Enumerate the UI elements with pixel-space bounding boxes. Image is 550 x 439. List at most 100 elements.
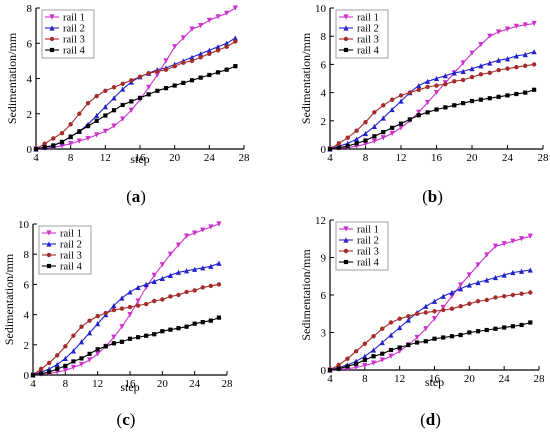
data-point-rail-3: [111, 307, 117, 313]
data-point-rail-3: [452, 79, 457, 84]
data-point-rail-4: [144, 333, 149, 338]
data-point-rail-4: [77, 129, 82, 134]
data-point-rail-4: [216, 315, 222, 320]
data-point-rail-2: [398, 98, 404, 104]
data-point-rail-3: [176, 292, 181, 298]
panel-label: (c): [117, 410, 136, 429]
data-point-rail-2: [78, 339, 85, 345]
data-point-rail-3: [475, 299, 481, 304]
y-axis-label: Sedimentation/mm: [299, 249, 313, 341]
data-point-rail-4: [397, 345, 402, 350]
data-point-rail-4: [120, 102, 125, 108]
data-point-rail-3: [127, 304, 133, 310]
x-tick-label: 8: [363, 152, 369, 164]
data-point-rail-1: [111, 334, 117, 340]
data-point-rail-4: [345, 144, 350, 149]
legend-marker: [49, 25, 55, 31]
data-point-rail-4: [51, 143, 56, 148]
data-point-rail-3: [416, 87, 421, 92]
data-point-rail-1: [510, 238, 516, 244]
data-point-rail-1: [440, 304, 446, 311]
data-point-rail-4: [336, 145, 341, 150]
data-point-rail-1: [78, 361, 85, 368]
data-point-rail-4: [111, 108, 117, 113]
data-point-rail-1: [487, 33, 493, 39]
data-point-rail-4: [441, 335, 446, 340]
data-point-rail-4: [127, 336, 133, 341]
data-point-rail-3: [371, 334, 376, 339]
data-point-rail-3: [79, 324, 84, 329]
data-point-rail-4: [432, 336, 437, 341]
x-tick-label: 24: [204, 152, 216, 164]
data-point-rail-3: [85, 100, 91, 106]
data-point-rail-3: [137, 74, 143, 79]
data-point-rail-1: [68, 141, 74, 147]
data-point-rail-2: [458, 286, 464, 292]
data-point-rail-2: [431, 298, 438, 304]
data-point-rail-1: [62, 367, 68, 374]
data-point-rail-3: [215, 48, 221, 53]
data-point-rail-3: [354, 128, 359, 133]
x-tick-label: 12: [394, 373, 405, 385]
data-point-rail-1: [389, 130, 395, 137]
data-point-rail-2: [167, 272, 174, 278]
data-point-rail-4: [514, 91, 519, 97]
x-axis-label: step: [130, 152, 149, 166]
data-point-rail-4: [443, 105, 448, 110]
data-point-rail-4: [414, 340, 420, 345]
x-tick-label: 28: [222, 378, 234, 390]
data-point-rail-1: [135, 298, 141, 304]
legend-label: rail 1: [357, 13, 379, 24]
data-point-rail-3: [505, 66, 510, 71]
data-point-rail-3: [143, 301, 149, 307]
data-point-rail-4: [233, 64, 238, 69]
y-tick-label: 6: [321, 290, 327, 302]
data-point-rail-4: [478, 97, 483, 102]
data-point-rail-2: [397, 324, 403, 331]
data-point-rail-4: [345, 364, 350, 369]
x-tick-label: 12: [100, 152, 111, 164]
data-point-rail-3: [528, 290, 533, 295]
data-point-rail-2: [189, 54, 195, 60]
data-point-rail-4: [416, 113, 421, 118]
data-point-rail-2: [504, 56, 511, 62]
data-point-rail-3: [510, 292, 516, 298]
data-point-rail-2: [487, 60, 493, 66]
data-point-rail-1: [95, 351, 101, 357]
data-point-rail-1: [208, 224, 214, 230]
data-point-rail-2: [449, 289, 455, 296]
x-tick-label: 16: [135, 152, 147, 164]
data-point-rail-2: [127, 289, 133, 295]
data-point-rail-2: [208, 263, 214, 269]
data-point-rail-2: [135, 284, 141, 291]
y-tick-label: 9: [321, 253, 327, 265]
data-point-rail-4: [192, 321, 197, 326]
data-point-rail-3: [155, 69, 160, 74]
data-point-rail-2: [111, 302, 117, 309]
series-line-rail-2: [32, 262, 220, 376]
x-tick-label: 24: [502, 152, 514, 164]
legend-marker: [49, 47, 55, 53]
data-point-rail-4: [510, 324, 515, 329]
y-tick-label: 6: [321, 59, 327, 71]
data-point-rail-1: [232, 5, 238, 11]
data-point-rail-3: [434, 83, 439, 88]
data-point-rail-4: [532, 87, 537, 92]
x-tick-label: 4: [327, 373, 333, 385]
data-point-rail-1: [76, 138, 82, 144]
data-point-rail-3: [135, 303, 141, 308]
data-point-rail-3: [336, 362, 341, 368]
data-point-rail-3: [172, 63, 177, 69]
data-point-rail-4: [496, 94, 501, 99]
data-point-rail-2: [379, 339, 385, 346]
y-tick-label: 6: [27, 38, 33, 50]
data-point-rail-4: [224, 67, 229, 72]
legend-label: rail 3: [60, 251, 82, 262]
data-point-rail-1: [85, 135, 91, 142]
data-point-rail-2: [192, 266, 198, 272]
data-point-rail-2: [216, 260, 222, 266]
data-point-rail-1: [120, 116, 126, 122]
data-point-rail-2: [119, 295, 125, 301]
data-point-rail-4: [362, 357, 367, 363]
data-point-rail-2: [200, 265, 206, 271]
